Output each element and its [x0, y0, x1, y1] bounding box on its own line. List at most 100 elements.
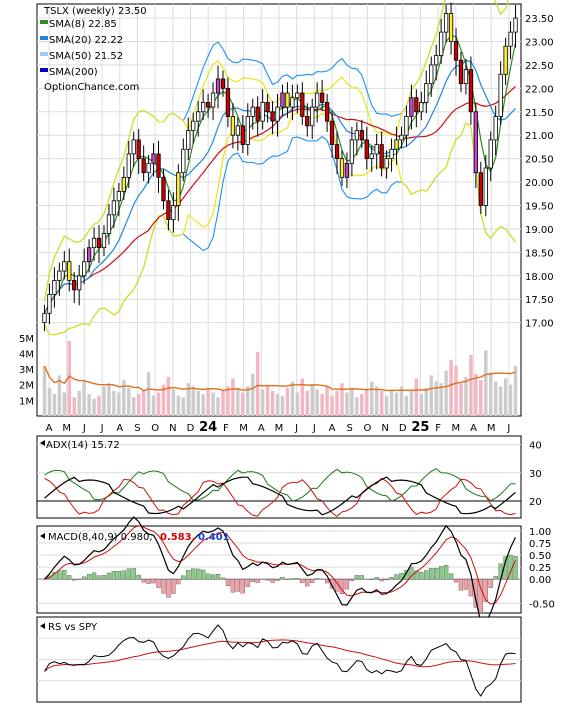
price-tick-label: 22.50	[525, 61, 554, 72]
volume-bar	[236, 387, 240, 416]
macd-tick-label: 0.75	[529, 539, 551, 550]
candle-body	[176, 172, 181, 206]
volume-average-line	[43, 365, 516, 392]
macd-histogram-bar	[220, 577, 226, 580]
macd-histogram-bar	[434, 568, 439, 580]
candle-body	[265, 102, 270, 113]
candle-body	[290, 97, 295, 108]
macd-histogram-bar	[448, 573, 454, 580]
macd-histogram-bar	[384, 579, 389, 581]
macd-tick-label: 0.25	[529, 563, 551, 574]
candle-body	[275, 106, 280, 122]
volume-bar	[216, 397, 220, 416]
legend-swatch-sma200	[40, 68, 48, 72]
x-tick-label: J	[312, 423, 316, 434]
candle-body	[181, 148, 186, 174]
volume-bar	[459, 383, 463, 416]
volume-bar	[231, 378, 235, 416]
macd-histogram-bar	[354, 575, 359, 580]
macd-histogram-bar	[235, 579, 240, 592]
candle-body	[334, 144, 340, 160]
candle-body	[394, 139, 399, 150]
candle-body	[300, 92, 305, 117]
candle-body	[404, 116, 409, 136]
macd-histogram-bar	[91, 572, 97, 580]
legend-swatch-sma20	[40, 36, 48, 40]
x-tick-label: M	[275, 423, 284, 434]
volume-bar	[513, 365, 518, 416]
volume-tick-label: 3M	[19, 365, 34, 376]
macd-histogram-bar	[250, 579, 255, 582]
price-tick-label: 18.00	[525, 272, 554, 283]
price-tick-label: 18.50	[525, 248, 554, 259]
adx-panel: 20 30 40 ADX(14) 15.72	[36, 435, 542, 519]
macd-histogram-bar	[493, 575, 498, 580]
price-tick-label: 17.00	[525, 319, 554, 330]
candle-body	[488, 139, 493, 169]
volume-bar	[67, 340, 72, 416]
macd-histogram-bar	[399, 573, 404, 580]
macd-histogram-bar	[151, 579, 156, 584]
macd-histogram-bar	[439, 566, 444, 580]
macd-histogram-bar	[210, 574, 216, 580]
x-tick-label: A	[46, 423, 53, 434]
macd-histogram-bar	[498, 563, 503, 580]
volume-bar	[404, 395, 409, 416]
volume-bar	[52, 394, 57, 416]
x-tick-label: 25	[411, 420, 429, 435]
macd-y-axis: -0.50 0.000.250.500.751.00	[529, 527, 555, 611]
x-tick-label: F	[435, 423, 441, 434]
candle-body	[166, 200, 171, 220]
volume-bar	[166, 376, 171, 416]
volume-bar	[92, 398, 96, 416]
legend: TSLX (weekly) 23.50 SMA(8) 22.85 SMA(20)…	[40, 6, 147, 93]
volume-bar	[42, 365, 47, 416]
macd-histogram-bar	[62, 569, 67, 580]
candle-body	[121, 176, 126, 192]
macd-tick-label: -0.50	[529, 599, 555, 610]
macd-histogram-bar	[424, 570, 429, 580]
price-panel: 17.00 17.50 18.00 18.50 19.00 19.50 20.00 20.50…	[19, 0, 554, 435]
price-tick-label: 23.50	[525, 14, 554, 25]
candle-body	[230, 116, 236, 136]
volume-bar	[369, 381, 374, 416]
macd-histogram-bar	[463, 579, 469, 590]
volume-bar	[62, 392, 67, 416]
volume-bar	[399, 386, 404, 416]
x-tick-label: A	[116, 423, 123, 434]
macd-histogram-bar	[86, 573, 92, 580]
candle-body	[493, 116, 498, 141]
chart-title: TSLX (weekly) 23.50	[43, 6, 147, 17]
volume-bars	[42, 340, 518, 416]
adx-title: ADX(14) 15.72	[46, 440, 120, 451]
candle-body	[310, 106, 315, 127]
macd-histogram-bar	[349, 579, 355, 581]
macd-tick-label: 0.50	[529, 551, 551, 562]
macd-histogram-bar	[146, 579, 151, 584]
adx-tick-label: 20	[529, 497, 542, 508]
volume-bar	[315, 389, 319, 416]
volume-tick-label: 1M	[19, 396, 34, 407]
macd-histogram-bar	[230, 579, 236, 593]
macd-histogram-bar	[82, 576, 87, 580]
x-tick-label: J	[294, 423, 298, 434]
macd-histogram-label: 0.401	[198, 532, 230, 543]
volume-bar	[285, 387, 290, 416]
candle-body	[245, 116, 250, 145]
macd-lines	[44, 516, 517, 624]
candle-body	[205, 102, 211, 108]
macd-histogram-bar	[121, 570, 126, 580]
candle-body	[280, 92, 285, 108]
volume-bar	[47, 387, 52, 416]
x-axis-labels: A M J J A S O N D 24 F M A M J J A S O N D 25 F M A M J	[46, 420, 511, 435]
volume-bar	[221, 390, 225, 416]
macd-histogram-bar	[404, 569, 409, 580]
candle-body	[186, 130, 191, 150]
x-tick-label: M	[487, 423, 496, 434]
volume-tick-label: 5M	[19, 334, 34, 345]
x-tick-label: 24	[199, 420, 217, 435]
candle-body	[453, 41, 459, 61]
macd-panel: -0.50 0.000.250.500.751.00 MACD(8,40,9) 0…	[36, 516, 555, 624]
macd-histogram-bar	[329, 579, 335, 589]
sma8-line	[43, 34, 517, 314]
